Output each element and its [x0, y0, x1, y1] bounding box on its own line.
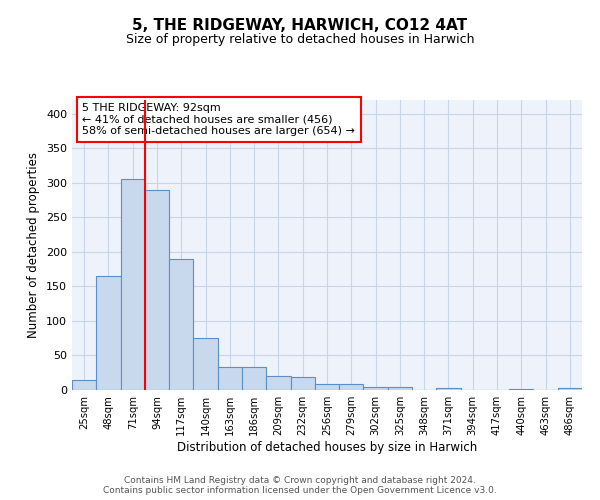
Bar: [315, 384, 339, 390]
Y-axis label: Number of detached properties: Number of detached properties: [28, 152, 40, 338]
Bar: [509, 388, 533, 390]
Text: 5 THE RIDGEWAY: 92sqm
← 41% of detached houses are smaller (456)
58% of semi-det: 5 THE RIDGEWAY: 92sqm ← 41% of detached …: [82, 103, 355, 136]
Bar: [388, 387, 412, 390]
Bar: [242, 367, 266, 390]
Text: 5, THE RIDGEWAY, HARWICH, CO12 4AT: 5, THE RIDGEWAY, HARWICH, CO12 4AT: [133, 18, 467, 32]
Bar: [72, 380, 96, 390]
Bar: [145, 190, 169, 390]
Bar: [218, 367, 242, 390]
Bar: [96, 276, 121, 390]
Bar: [193, 338, 218, 390]
Bar: [266, 376, 290, 390]
Bar: [558, 388, 582, 390]
Bar: [290, 377, 315, 390]
Text: Contains HM Land Registry data © Crown copyright and database right 2024.
Contai: Contains HM Land Registry data © Crown c…: [103, 476, 497, 495]
Text: Size of property relative to detached houses in Harwich: Size of property relative to detached ho…: [126, 32, 474, 46]
Bar: [169, 259, 193, 390]
Bar: [339, 384, 364, 390]
Bar: [364, 387, 388, 390]
Bar: [121, 180, 145, 390]
X-axis label: Distribution of detached houses by size in Harwich: Distribution of detached houses by size …: [177, 441, 477, 454]
Bar: [436, 388, 461, 390]
